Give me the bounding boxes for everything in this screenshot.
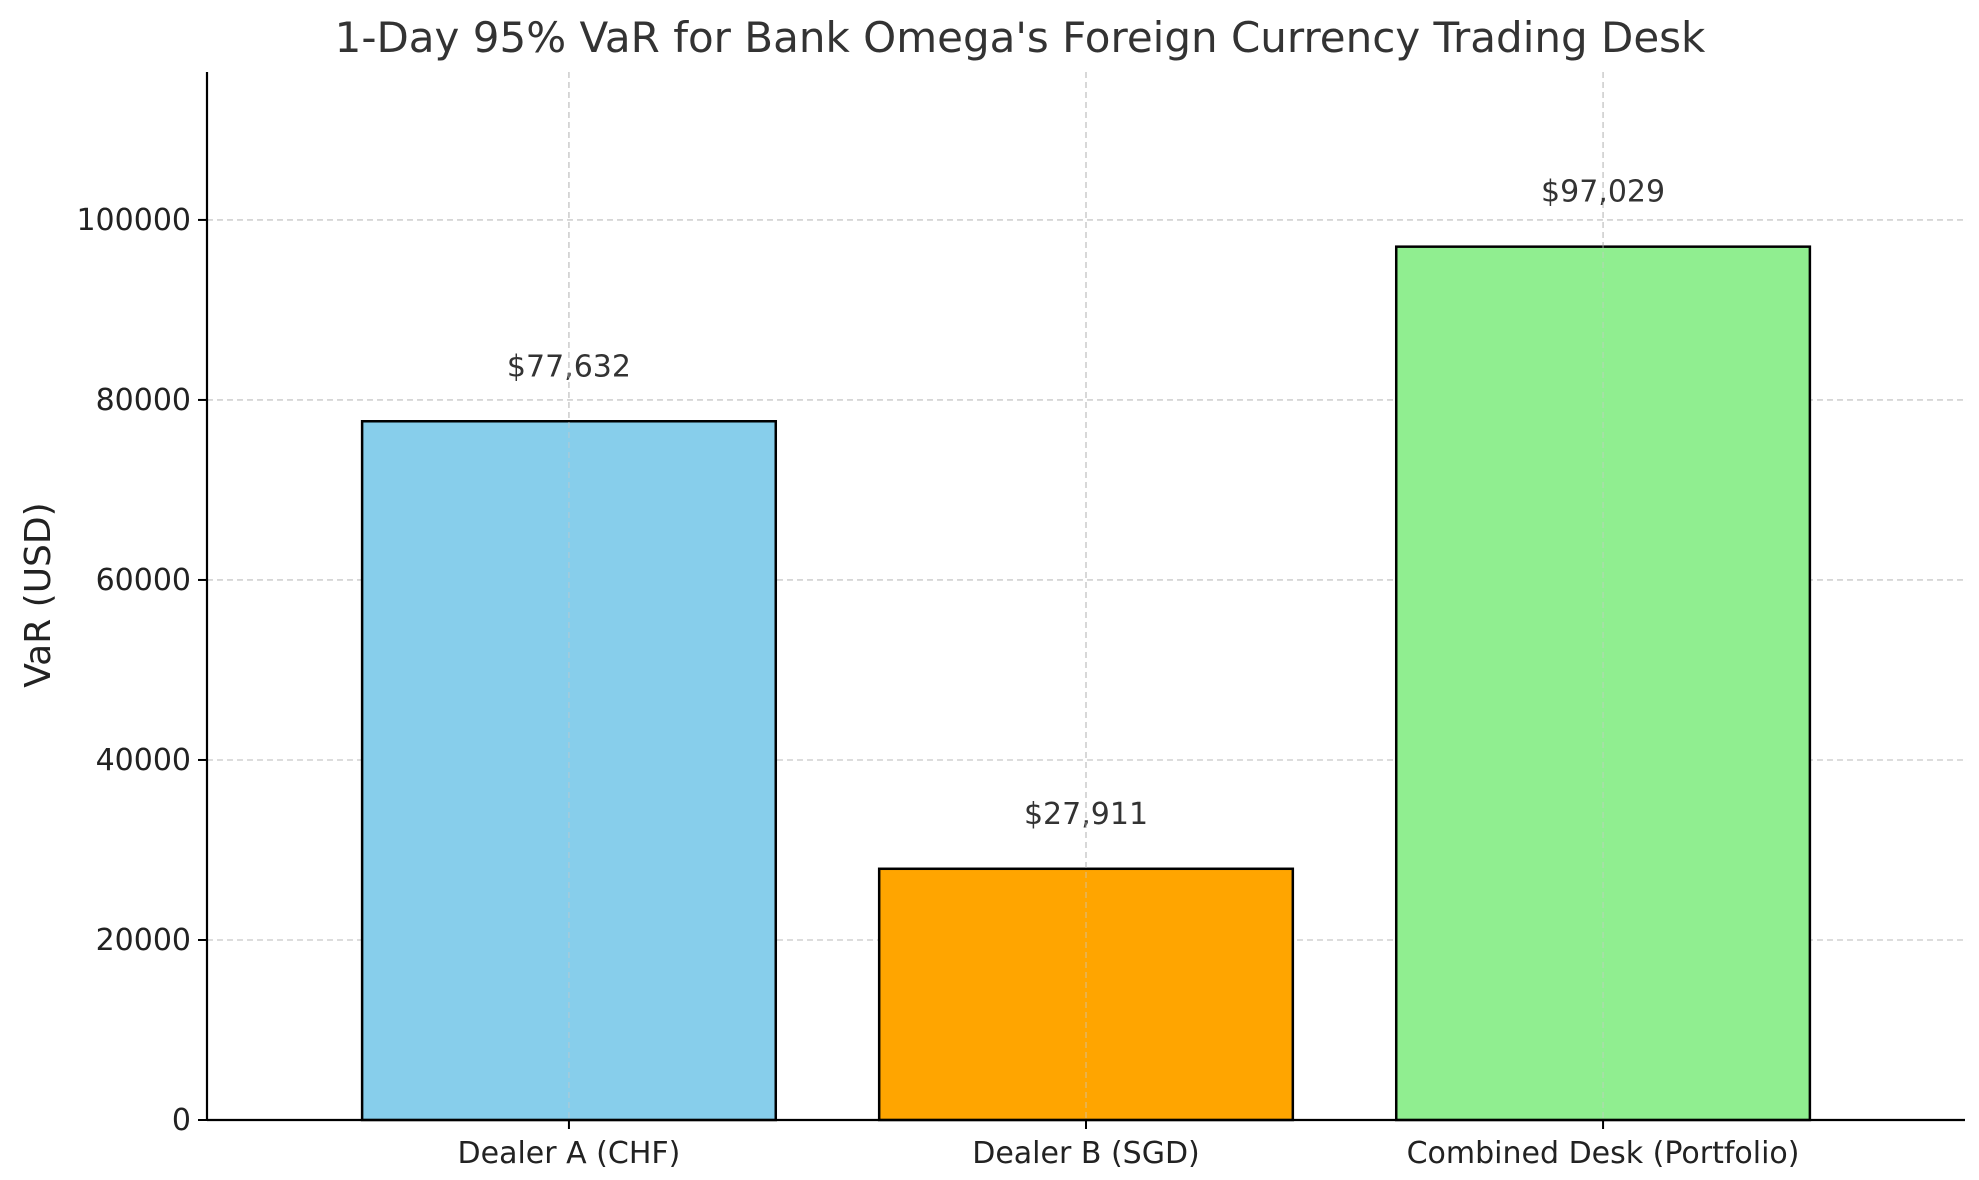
x-tick-label: Combined Desk (Portfolio) [1407,1136,1800,1171]
y-tick-label: 100000 [76,203,191,238]
y-tick-label: 80000 [96,383,191,418]
y-axis-label: VaR (USD) [18,502,59,687]
axis-layer: 0 20000 40000 60000 80000 100000 Dealer A (CHF… [76,72,1965,1171]
chart-title: 1-Day 95% VaR for Bank Omega's Foreign C… [335,13,1706,62]
x-tick-label: Dealer A (CHF) [458,1136,681,1171]
y-tick-label: 40000 [96,743,191,778]
x-tick-label: Dealer B (SGD) [972,1136,1200,1171]
data-label-layer: $77,632$27,911$97,029 [507,72,1665,1120]
y-tick-label: 20000 [96,923,191,958]
y-tick-label: 60000 [96,563,191,598]
y-tick-label: 0 [172,1103,191,1138]
